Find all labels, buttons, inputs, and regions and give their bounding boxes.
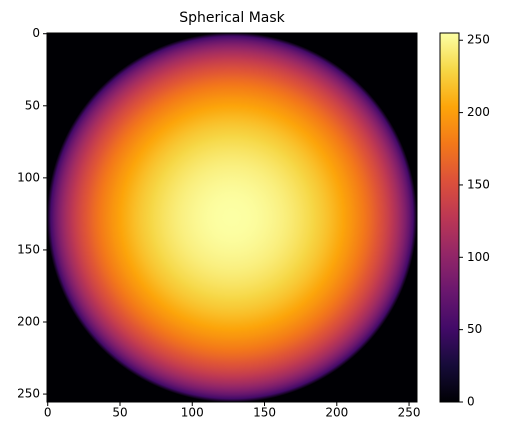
colorbar-tick-label: 250 xyxy=(467,33,490,47)
colorbar-tick-label: 0 xyxy=(467,395,475,409)
sphere xyxy=(47,32,417,403)
x-tick-label: 0 xyxy=(44,406,52,420)
colorbar-tick-label: 150 xyxy=(467,177,490,191)
colorbar-tick-label: 50 xyxy=(467,322,482,336)
y-tick-label: 0 xyxy=(32,26,40,40)
x-tick-label: 200 xyxy=(325,406,348,420)
x-tick-label: 150 xyxy=(253,406,276,420)
colorbar xyxy=(439,32,460,403)
y-tick-label: 150 xyxy=(17,242,40,256)
colorbar-tick-label: 100 xyxy=(467,250,490,264)
x-tick-label: 50 xyxy=(112,406,127,420)
colorbar-tick-label: 200 xyxy=(467,105,490,119)
y-tick-label: 50 xyxy=(25,98,40,112)
chart-title: Spherical Mask xyxy=(179,10,285,26)
y-tick-label: 200 xyxy=(17,315,40,329)
y-tick-label: 100 xyxy=(17,170,40,184)
x-tick-label: 100 xyxy=(181,406,204,420)
x-tick-label: 250 xyxy=(398,406,421,420)
axes-frame xyxy=(46,32,418,403)
y-tick-label: 250 xyxy=(17,387,40,401)
